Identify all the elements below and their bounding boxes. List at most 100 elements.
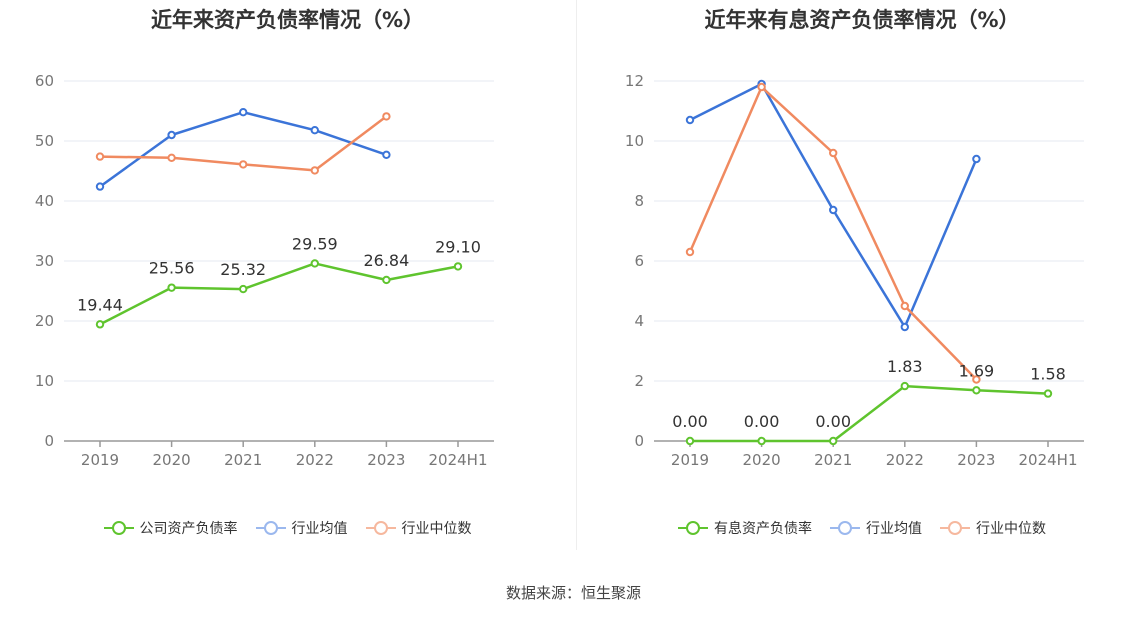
data-point — [829, 148, 838, 158]
data-point — [972, 154, 981, 164]
x-tick-label: 2021 — [814, 451, 852, 469]
chart-title-right: 近年来有息资产负债率情况（%） — [704, 8, 1020, 32]
series-line-company — [99, 262, 459, 326]
data-source-note: 数据来源：恒生聚源 — [505, 584, 641, 602]
series-line-industry_avg — [689, 82, 978, 329]
data-point — [239, 284, 248, 294]
data-label: 0.00 — [815, 412, 851, 431]
legend-marker-company — [103, 521, 134, 535]
data-label: 19.44 — [77, 295, 123, 314]
data-point — [829, 436, 838, 446]
data-label: 1.69 — [959, 361, 995, 380]
legend-label: 行业中位数 — [976, 521, 1046, 537]
legend-item-industry-avg[interactable]: 行业均值 — [830, 518, 922, 538]
legend-marker-industry-median — [940, 521, 970, 535]
x-tick-label: 2023 — [957, 451, 995, 469]
data-point — [900, 322, 909, 332]
chart-panel-right: 近年来有息资产负债率情况（%） 0 2 4 6 8 10 12 2019 2020 2021 202… — [577, 0, 1147, 560]
data-label: 25.56 — [149, 259, 195, 278]
legend-right: 有息资产负债率 行业均值 行业中位数 — [577, 518, 1147, 538]
chart-title-left: 近年来资产负债率情况（%） — [150, 8, 425, 32]
legend-left: 公司资产负债率 行业均值 行业中位数 — [0, 518, 575, 538]
chart-right: 0 2 4 6 8 10 12 2019 2020 2021 2022 2023 2024H1 0.00 0… — [625, 72, 1084, 469]
data-point — [167, 283, 176, 292]
data-point — [685, 436, 695, 446]
y-tick-label: 60 — [35, 72, 54, 90]
legend-label: 行业均值 — [291, 521, 348, 537]
y-tick-label: 2 — [634, 372, 644, 390]
data-point — [685, 115, 695, 125]
y-tick-label: 20 — [35, 312, 54, 330]
y-tick-label: 0 — [44, 432, 54, 450]
legend-label: 行业中位数 — [401, 521, 472, 537]
legend-item-industry-avg[interactable]: 行业均值 — [255, 518, 348, 538]
x-tick-label: 2021 — [224, 451, 262, 469]
data-label: 25.32 — [220, 260, 266, 279]
data-label: 26.84 — [363, 251, 409, 270]
legend-item-company[interactable]: 公司资产负债率 — [103, 518, 238, 538]
y-tick-label: 10 — [625, 132, 644, 150]
y-tick-label: 10 — [35, 372, 54, 390]
y-tick-label: 30 — [35, 252, 54, 270]
series-line-industry_median — [688, 85, 978, 381]
y-tick-label: 0 — [634, 432, 644, 450]
data-point — [900, 381, 909, 391]
data-point — [382, 150, 391, 160]
data-point — [310, 259, 319, 268]
legend-label: 行业均值 — [866, 521, 922, 537]
data-point — [382, 112, 391, 121]
legend-marker-interest-bearing — [678, 521, 708, 535]
data-point — [95, 320, 105, 329]
data-label: 0.00 — [672, 412, 708, 431]
data-point — [239, 160, 248, 169]
data-point — [310, 126, 319, 135]
data-point — [382, 275, 391, 285]
data-point — [972, 375, 981, 384]
series-line-company — [690, 384, 1049, 443]
legend-item-interest-bearing[interactable]: 有息资产负债率 — [678, 518, 812, 538]
legend-item-industry-median[interactable]: 行业中位数 — [365, 518, 472, 538]
x-tick-label: 2024H1 — [429, 451, 488, 469]
data-label: 1.58 — [1030, 365, 1066, 384]
x-tick-label: 2023 — [367, 451, 405, 469]
data-point — [900, 301, 909, 311]
y-tick-label: 8 — [634, 192, 644, 210]
x-tick-label: 2019 — [81, 451, 119, 469]
panel-divider — [576, 0, 577, 550]
data-point — [757, 436, 766, 446]
chart-panel-left: 近年来资产负债率情况（%） 0 10 20 30 40 50 60 2019 2020 2021 2… — [0, 0, 575, 560]
data-point — [829, 205, 838, 215]
data-point — [95, 152, 105, 161]
data-point — [239, 108, 248, 117]
legend-item-industry-median[interactable]: 行业中位数 — [940, 518, 1046, 538]
data-point — [1043, 389, 1053, 398]
data-label: 29.10 — [435, 237, 481, 256]
data-point — [685, 247, 695, 257]
x-tick-label: 2020 — [153, 451, 191, 469]
data-label: 1.83 — [887, 357, 923, 376]
legend-marker-industry-avg — [255, 521, 286, 535]
x-tick-label: 2022 — [296, 451, 334, 469]
data-point — [757, 82, 766, 92]
chart-left: 0 10 20 30 40 50 60 2019 2020 2021 2022 2023 2024H1 1… — [35, 72, 494, 469]
x-tick-label: 2019 — [671, 451, 709, 469]
data-point — [453, 262, 463, 271]
x-tick-label: 2022 — [886, 451, 924, 469]
y-tick-label: 40 — [35, 192, 54, 210]
y-tick-label: 50 — [35, 132, 54, 150]
legend-marker-industry-median — [365, 521, 396, 535]
y-tick-label: 6 — [634, 252, 644, 270]
legend-label: 有息资产负债率 — [714, 521, 812, 537]
data-label: 29.59 — [292, 234, 338, 253]
data-point — [167, 130, 176, 140]
legend-label: 公司资产负债率 — [139, 521, 238, 537]
legend-marker-industry-avg — [830, 521, 860, 535]
data-label: 0.00 — [744, 412, 780, 431]
y-tick-label: 12 — [625, 72, 644, 90]
y-tick-label: 4 — [634, 312, 644, 330]
data-point — [95, 182, 105, 191]
data-point — [310, 166, 319, 175]
data-point — [167, 153, 176, 163]
x-tick-label: 2024H1 — [1019, 451, 1078, 469]
data-point — [972, 386, 981, 395]
